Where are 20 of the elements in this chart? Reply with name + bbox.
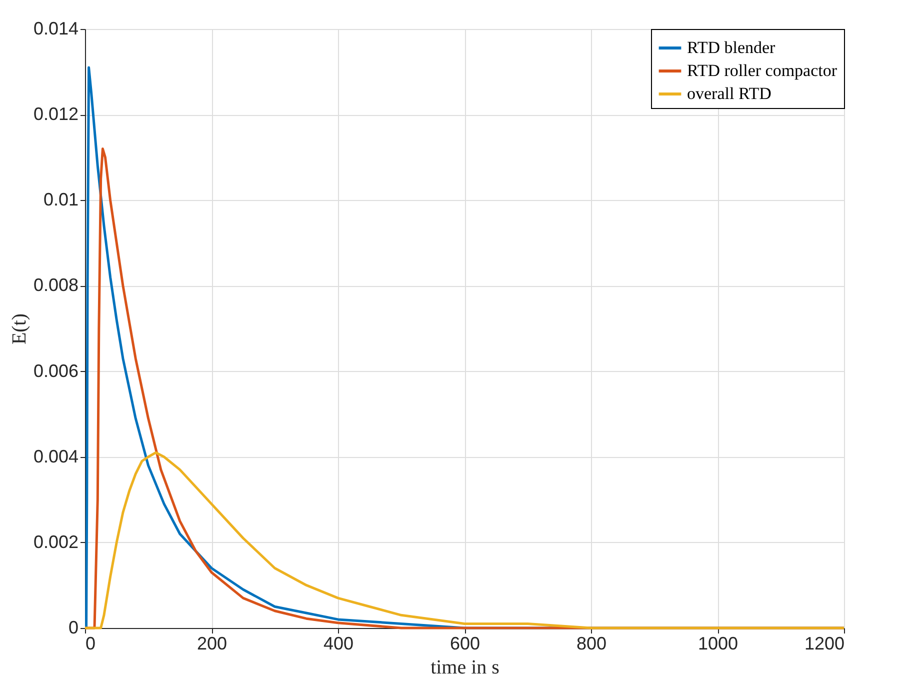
x-tick-label: 400 bbox=[323, 634, 354, 654]
x-tick-label: 0 bbox=[86, 634, 96, 654]
legend-label: RTD blender bbox=[687, 38, 776, 57]
legend-label: overall RTD bbox=[687, 84, 772, 103]
y-tick-label: 0.012 bbox=[33, 104, 78, 124]
y-tick-label: 0.01 bbox=[43, 190, 78, 210]
y-tick-label: 0.014 bbox=[33, 18, 78, 38]
y-tick-label: 0.008 bbox=[33, 275, 78, 296]
y-tick-label: 0 bbox=[68, 618, 78, 638]
x-tick-label: 600 bbox=[450, 634, 480, 654]
x-tick-label: 1000 bbox=[698, 634, 738, 654]
legend-label: RTD roller compactor bbox=[687, 61, 838, 80]
x-tick-label: 800 bbox=[576, 634, 607, 654]
x-tick-label: 1200 bbox=[804, 634, 844, 654]
y-axis-title: E(t) bbox=[8, 313, 30, 345]
y-tick-label: 0.004 bbox=[33, 446, 78, 466]
x-tick-label: 200 bbox=[196, 634, 228, 654]
y-tick-label: 0.006 bbox=[33, 360, 78, 381]
y-tick-label: 0.002 bbox=[33, 532, 78, 552]
x-axis-title: time in s bbox=[430, 656, 500, 678]
